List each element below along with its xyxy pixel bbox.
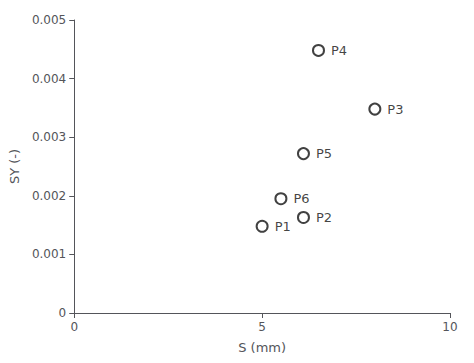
svg-text:SY (-): SY (-)	[7, 149, 22, 184]
svg-text:0.003: 0.003	[32, 130, 66, 144]
svg-text:P1: P1	[275, 219, 291, 234]
svg-text:0.005: 0.005	[32, 13, 66, 27]
svg-text:P2: P2	[316, 210, 332, 225]
svg-text:P5: P5	[316, 146, 332, 161]
svg-text:0: 0	[70, 320, 78, 334]
svg-text:0.002: 0.002	[32, 189, 66, 203]
svg-text:10: 10	[442, 320, 457, 334]
svg-text:0.004: 0.004	[32, 72, 66, 86]
svg-text:5: 5	[258, 320, 266, 334]
svg-text:P6: P6	[293, 191, 309, 206]
svg-text:S (mm): S (mm)	[238, 340, 286, 355]
svg-text:P4: P4	[331, 43, 347, 58]
svg-text:0.001: 0.001	[32, 247, 66, 261]
svg-text:0: 0	[59, 306, 67, 320]
svg-text:P3: P3	[387, 102, 403, 117]
